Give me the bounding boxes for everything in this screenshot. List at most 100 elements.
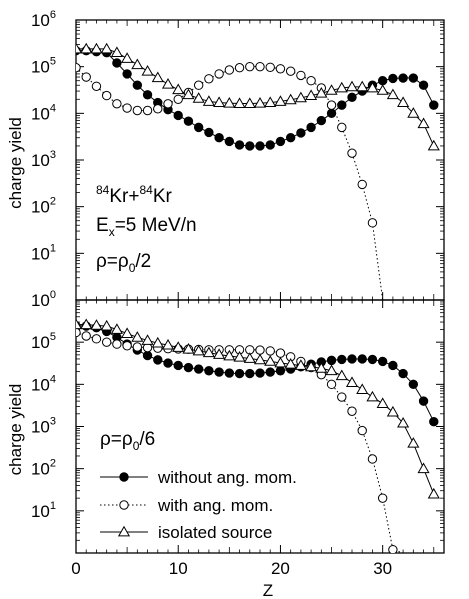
bottom-plot-area — [76, 318, 440, 553]
bottom-point-filled-circle-solid — [429, 416, 439, 427]
bottom-point-open-triangle-solid — [407, 437, 420, 448]
xtick-label: 20 — [271, 559, 290, 578]
top-point-filled-circle-solid — [224, 136, 235, 147]
bottom-point-open-triangle-solid — [110, 323, 123, 334]
bottom-point-open-circle-dotted — [132, 342, 143, 352]
bottom-point-open-circle-dotted — [76, 327, 81, 338]
top-point-open-circle-dotted — [347, 148, 357, 158]
top-ytick-label: 103 — [31, 149, 56, 170]
top-ytick-label: 105 — [31, 56, 56, 77]
top-point-open-triangle-solid — [264, 96, 277, 107]
legend-label: isolated source — [158, 523, 272, 542]
bottom-point-open-circle-dotted — [265, 346, 275, 356]
bottom-point-open-triangle-solid — [376, 397, 389, 408]
bottom-point-filled-circle-solid — [234, 368, 245, 379]
top-point-filled-circle-solid — [337, 100, 347, 110]
top-point-open-circle-dotted — [142, 105, 153, 116]
bottom-point-filled-circle-solid — [275, 366, 286, 376]
bottom-point-open-triangle-solid — [325, 364, 338, 376]
top-point-open-circle-dotted — [296, 70, 306, 81]
top-point-open-circle-dotted — [153, 104, 163, 114]
top-point-open-circle-dotted — [76, 63, 81, 73]
bottom-point-filled-circle-solid — [388, 360, 398, 371]
bottom-point-open-triangle-solid — [335, 369, 348, 381]
bottom-point-open-triangle-solid — [427, 487, 440, 499]
bottom-point-filled-circle-solid — [398, 368, 408, 379]
top-point-open-triangle-solid — [407, 107, 420, 118]
xtick-label: 30 — [373, 559, 392, 578]
top-ytick-label: 100 — [31, 289, 56, 310]
top-point-open-triangle-solid — [151, 71, 164, 83]
top-point-filled-circle-solid — [193, 122, 204, 133]
bottom-point-filled-circle-solid — [418, 396, 429, 406]
bottom-point-open-triangle-solid — [76, 318, 83, 330]
top-point-filled-circle-solid — [388, 73, 398, 84]
bottom-point-open-circle-dotted — [347, 406, 357, 416]
top-point-open-circle-dotted — [255, 61, 265, 72]
bottom-point-open-circle-dotted — [122, 341, 132, 351]
top-point-open-triangle-solid — [172, 83, 185, 95]
top-point-open-circle-dotted — [234, 63, 245, 73]
top-point-open-triangle-solid — [213, 96, 226, 107]
bottom-point-filled-circle-solid — [265, 367, 275, 377]
bottom-ytick-label: 104 — [31, 373, 56, 394]
top-point-open-triangle-solid — [397, 96, 410, 107]
top-point-open-circle-dotted — [285, 66, 296, 76]
bottom-point-open-triangle-solid — [386, 405, 399, 417]
top-point-open-triangle-solid — [386, 88, 399, 100]
top-point-open-circle-dotted — [173, 94, 183, 104]
bottom-point-open-triangle-solid — [90, 319, 103, 330]
top-point-open-circle-dotted — [112, 99, 122, 109]
top-point-filled-circle-solid — [285, 133, 296, 143]
bottom-point-filled-circle-solid — [224, 368, 235, 378]
bottom-panel: 101 102 103 104 105 charge yield ρ=ρ0/6without… — [6, 299, 445, 599]
bottom-point-filled-circle-solid — [204, 366, 214, 376]
top-ytick-label: 102 — [31, 196, 56, 217]
top-point-filled-circle-solid — [255, 141, 265, 151]
bottom-point-filled-circle-solid — [142, 350, 153, 361]
bottom-point-open-triangle-solid — [141, 334, 154, 345]
top-plot-area — [76, 42, 440, 300]
top-point-open-circle-dotted — [306, 76, 316, 86]
density-label-bottom: ρ=ρ0/6 — [100, 429, 155, 453]
top-point-filled-circle-solid — [296, 128, 306, 138]
bottom-point-open-triangle-solid — [264, 355, 277, 366]
bottom-point-open-circle-dotted — [377, 493, 388, 503]
top-point-filled-circle-solid — [245, 141, 255, 151]
bottom-ylabel: charge yield — [6, 384, 25, 476]
bottom-point-filled-circle-solid — [153, 355, 163, 365]
top-point-filled-circle-solid — [132, 80, 143, 90]
bottom-point-filled-circle-solid — [255, 368, 265, 378]
top-ytick-label: 101 — [31, 242, 56, 263]
top-point-open-circle-dotted — [224, 65, 235, 75]
top-point-open-circle-dotted — [101, 90, 112, 101]
top-point-open-triangle-solid — [335, 81, 348, 93]
top-point-filled-circle-solid — [112, 58, 122, 68]
bottom-point-open-circle-dotted — [326, 379, 337, 390]
top-series-line-filled-circle-solid — [76, 50, 435, 147]
top-point-open-triangle-solid — [100, 42, 113, 54]
top-point-open-circle-dotted — [357, 179, 367, 190]
top-point-open-triangle-solid — [253, 96, 267, 108]
top-point-open-circle-dotted — [163, 99, 173, 109]
bottom-point-open-triangle-solid — [345, 376, 359, 387]
legend-label: without ang. mom. — [157, 468, 297, 487]
bottom-point-open-circle-dotted — [101, 337, 112, 347]
xlabel: Z — [263, 581, 273, 599]
top-point-open-triangle-solid — [243, 97, 256, 108]
bottom-point-open-circle-dotted — [255, 345, 265, 355]
bottom-point-open-triangle-solid — [223, 349, 236, 361]
top-point-open-triangle-solid — [366, 81, 379, 93]
top-point-open-triangle-solid — [274, 95, 287, 106]
top-point-filled-circle-solid — [122, 69, 132, 79]
legend-label: with ang. mom. — [157, 496, 273, 515]
legend-marker-open-circle-dotted — [119, 500, 129, 510]
top-point-open-triangle-solid — [110, 46, 123, 58]
top-point-open-triangle-solid — [294, 91, 307, 103]
bottom-point-open-circle-dotted — [91, 334, 102, 344]
top-point-open-triangle-solid — [356, 80, 369, 92]
top-point-open-triangle-solid — [141, 64, 154, 76]
bottom-point-filled-circle-solid — [183, 362, 194, 373]
top-point-filled-circle-solid — [429, 100, 439, 110]
